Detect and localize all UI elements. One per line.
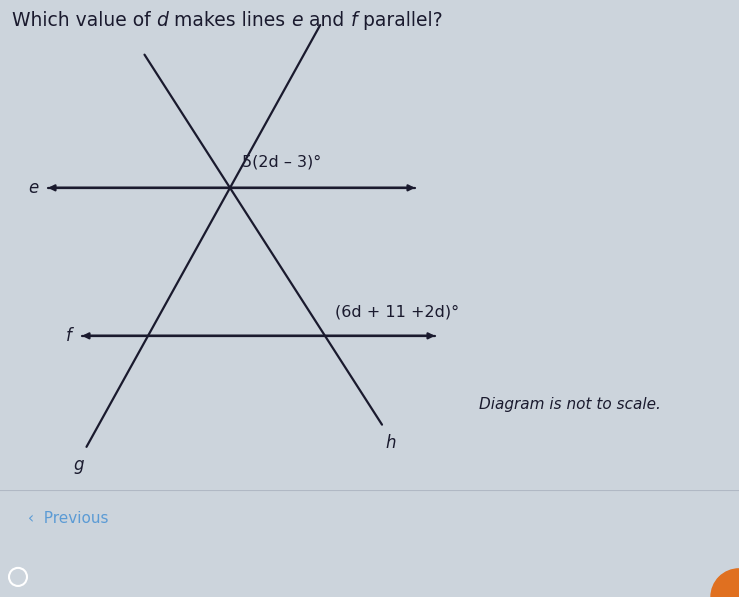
Text: f: f xyxy=(66,327,72,345)
Text: g: g xyxy=(73,456,84,474)
Text: d: d xyxy=(157,11,168,30)
Text: Which value of: Which value of xyxy=(12,11,157,30)
Circle shape xyxy=(711,569,739,597)
Text: (6d + 11 +2d)°: (6d + 11 +2d)° xyxy=(335,305,459,320)
Text: ‹  Previous: ‹ Previous xyxy=(28,511,109,526)
Text: e: e xyxy=(292,11,303,30)
Text: f: f xyxy=(350,11,357,30)
Text: e: e xyxy=(28,179,38,197)
Text: makes lines: makes lines xyxy=(168,11,292,30)
Text: Diagram is not to scale.: Diagram is not to scale. xyxy=(479,396,661,412)
Text: and: and xyxy=(303,11,350,30)
Text: parallel?: parallel? xyxy=(357,11,443,30)
Text: 5(2d – 3)°: 5(2d – 3)° xyxy=(242,155,321,170)
Text: h: h xyxy=(385,434,395,452)
